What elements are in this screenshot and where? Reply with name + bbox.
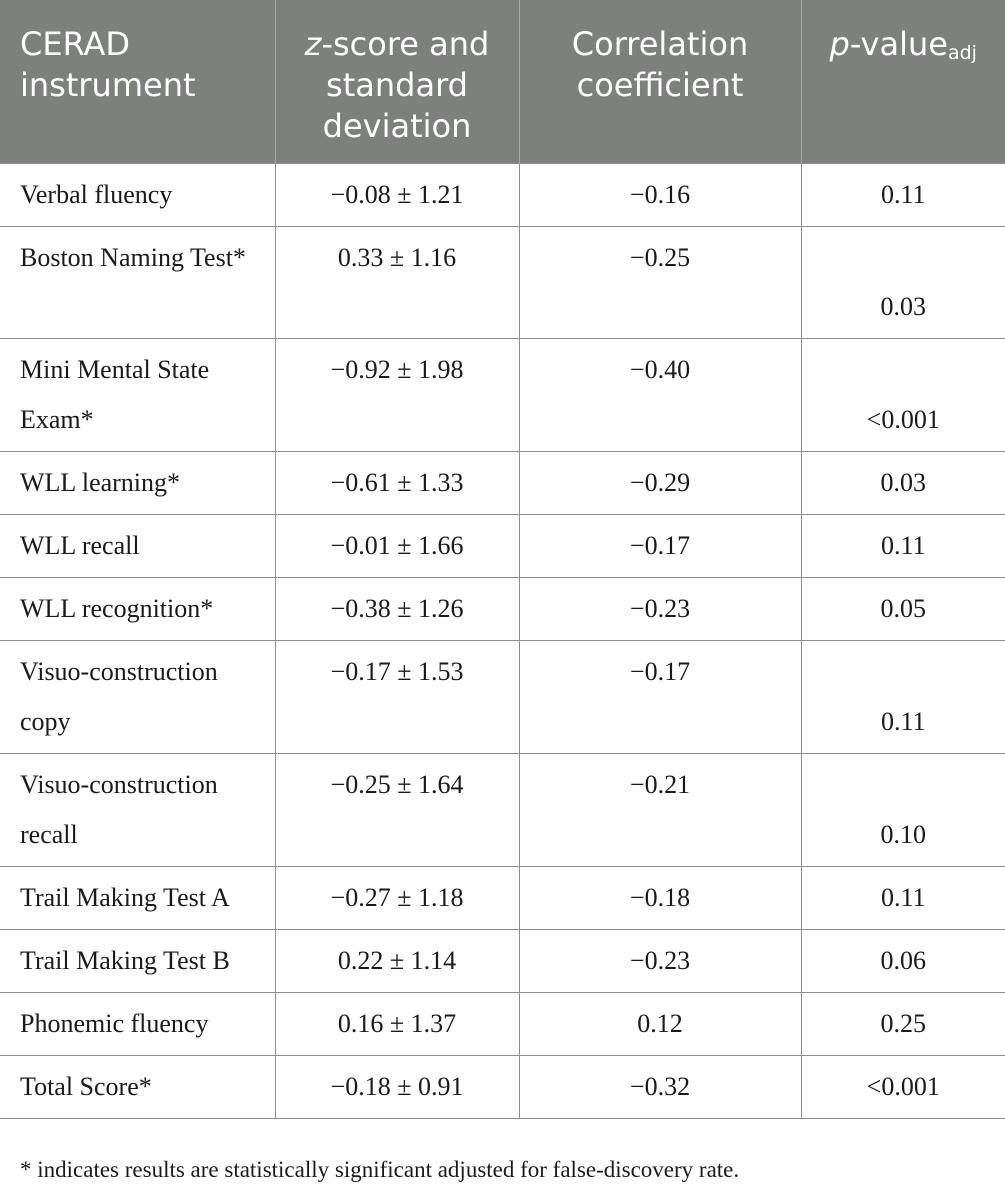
cell-instrument: Visuo-construction copy	[0, 640, 276, 754]
cell-p-value: 0.05	[800, 577, 1005, 641]
table-row: WLL recall −0.01 ± 1.66 −0.17 0.11	[0, 514, 1005, 578]
cell-zscore: 0.16 ± 1.37	[274, 992, 520, 1056]
cell-zscore: −0.25 ± 1.64	[274, 753, 520, 867]
cell-p-value: 0.11	[800, 163, 1005, 227]
cell-p-value: 0.25	[800, 992, 1005, 1056]
cell-zscore: −0.17 ± 1.53	[274, 640, 520, 754]
table-row: Visuo-construction copy −0.17 ± 1.53 −0.17…	[0, 640, 1005, 754]
table-row: Total Score* −0.18 ± 0.91 −0.32 <0.001	[0, 1055, 1005, 1119]
header-zscore: z-score and standard deviation	[274, 0, 519, 164]
cell-instrument: Visuo-construction recall	[0, 753, 276, 867]
cell-correlation: −0.23	[518, 577, 802, 641]
table-row: Verbal fluency −0.08 ± 1.21 −0.16 0.11	[0, 163, 1005, 227]
cell-instrument: Boston Naming Test*	[0, 226, 276, 339]
cell-instrument: WLL recognition*	[0, 577, 276, 641]
cell-correlation: −0.40	[518, 338, 802, 452]
cell-correlation: −0.18	[518, 866, 802, 930]
cell-correlation: −0.32	[518, 1055, 802, 1119]
cell-p-value: 0.11	[800, 514, 1005, 578]
cell-zscore: −0.08 ± 1.21	[274, 163, 520, 227]
cell-p-value: 0.11	[800, 640, 1005, 754]
table-header-row: CERAD instrument z-score and standard de…	[0, 0, 1005, 164]
cell-zscore: −0.18 ± 0.91	[274, 1055, 520, 1119]
table-row: Boston Naming Test* 0.33 ± 1.16 −0.25 0.03	[0, 226, 1005, 339]
table-row: Mini Mental State Exam* −0.92 ± 1.98 −0.40…	[0, 338, 1005, 452]
table-row: WLL recognition* −0.38 ± 1.26 −0.23 0.05	[0, 577, 1005, 641]
cell-instrument: Phonemic fluency	[0, 992, 276, 1056]
cell-zscore: 0.33 ± 1.16	[274, 226, 520, 339]
table-row: Trail Making Test A −0.27 ± 1.18 −0.18 0.11	[0, 866, 1005, 930]
cell-instrument: WLL recall	[0, 514, 276, 578]
cell-instrument: Verbal fluency	[0, 163, 276, 227]
cell-instrument: Trail Making Test A	[0, 866, 276, 930]
table-row: WLL learning* −0.61 ± 1.33 −0.29 0.03	[0, 451, 1005, 515]
cell-instrument: Trail Making Test B	[0, 929, 276, 993]
table-row: Trail Making Test B 0.22 ± 1.14 −0.23 0.06	[0, 929, 1005, 993]
cell-correlation: −0.17	[518, 640, 802, 754]
cell-zscore: −0.92 ± 1.98	[274, 338, 520, 452]
cell-correlation: −0.23	[518, 929, 802, 993]
cell-correlation: 0.12	[518, 992, 802, 1056]
cell-zscore: −0.61 ± 1.33	[274, 451, 520, 515]
cell-correlation: −0.29	[518, 451, 802, 515]
cell-p-value: <0.001	[800, 1055, 1005, 1119]
cell-zscore: 0.22 ± 1.14	[274, 929, 520, 993]
cell-p-value: 0.11	[800, 866, 1005, 930]
header-p-value-adjusted: p-valueadj	[800, 0, 1005, 164]
cell-zscore: −0.27 ± 1.18	[274, 866, 520, 930]
cell-instrument: Mini Mental State Exam*	[0, 338, 276, 452]
cell-p-value: <0.001	[800, 338, 1005, 452]
table-row: Visuo-construction recall −0.25 ± 1.64 −0.…	[0, 753, 1005, 867]
cell-correlation: −0.17	[518, 514, 802, 578]
header-cerad-instrument: CERAD instrument	[0, 0, 275, 164]
cell-correlation: −0.21	[518, 753, 802, 867]
table-body: Verbal fluency −0.08 ± 1.21 −0.16 0.11 Bosto…	[0, 163, 1005, 1119]
results-table: CERAD instrument z-score and standard de…	[0, 0, 1005, 1119]
cell-zscore: −0.38 ± 1.26	[274, 577, 520, 641]
cell-p-value: 0.03	[800, 451, 1005, 515]
cell-instrument: WLL learning*	[0, 451, 276, 515]
cell-p-value: 0.06	[800, 929, 1005, 993]
table-row: Phonemic fluency 0.16 ± 1.37 0.12 0.25	[0, 992, 1005, 1056]
cell-zscore: −0.01 ± 1.66	[274, 514, 520, 578]
header-correlation-coefficient: Correlation coefficient	[518, 0, 801, 164]
table-footnote: * indicates results are statistically si…	[20, 1157, 740, 1182]
cell-p-value: 0.03	[800, 226, 1005, 339]
cell-correlation: −0.16	[518, 163, 802, 227]
cell-correlation: −0.25	[518, 226, 802, 339]
cell-p-value: 0.10	[800, 753, 1005, 867]
cell-instrument: Total Score*	[0, 1055, 276, 1119]
